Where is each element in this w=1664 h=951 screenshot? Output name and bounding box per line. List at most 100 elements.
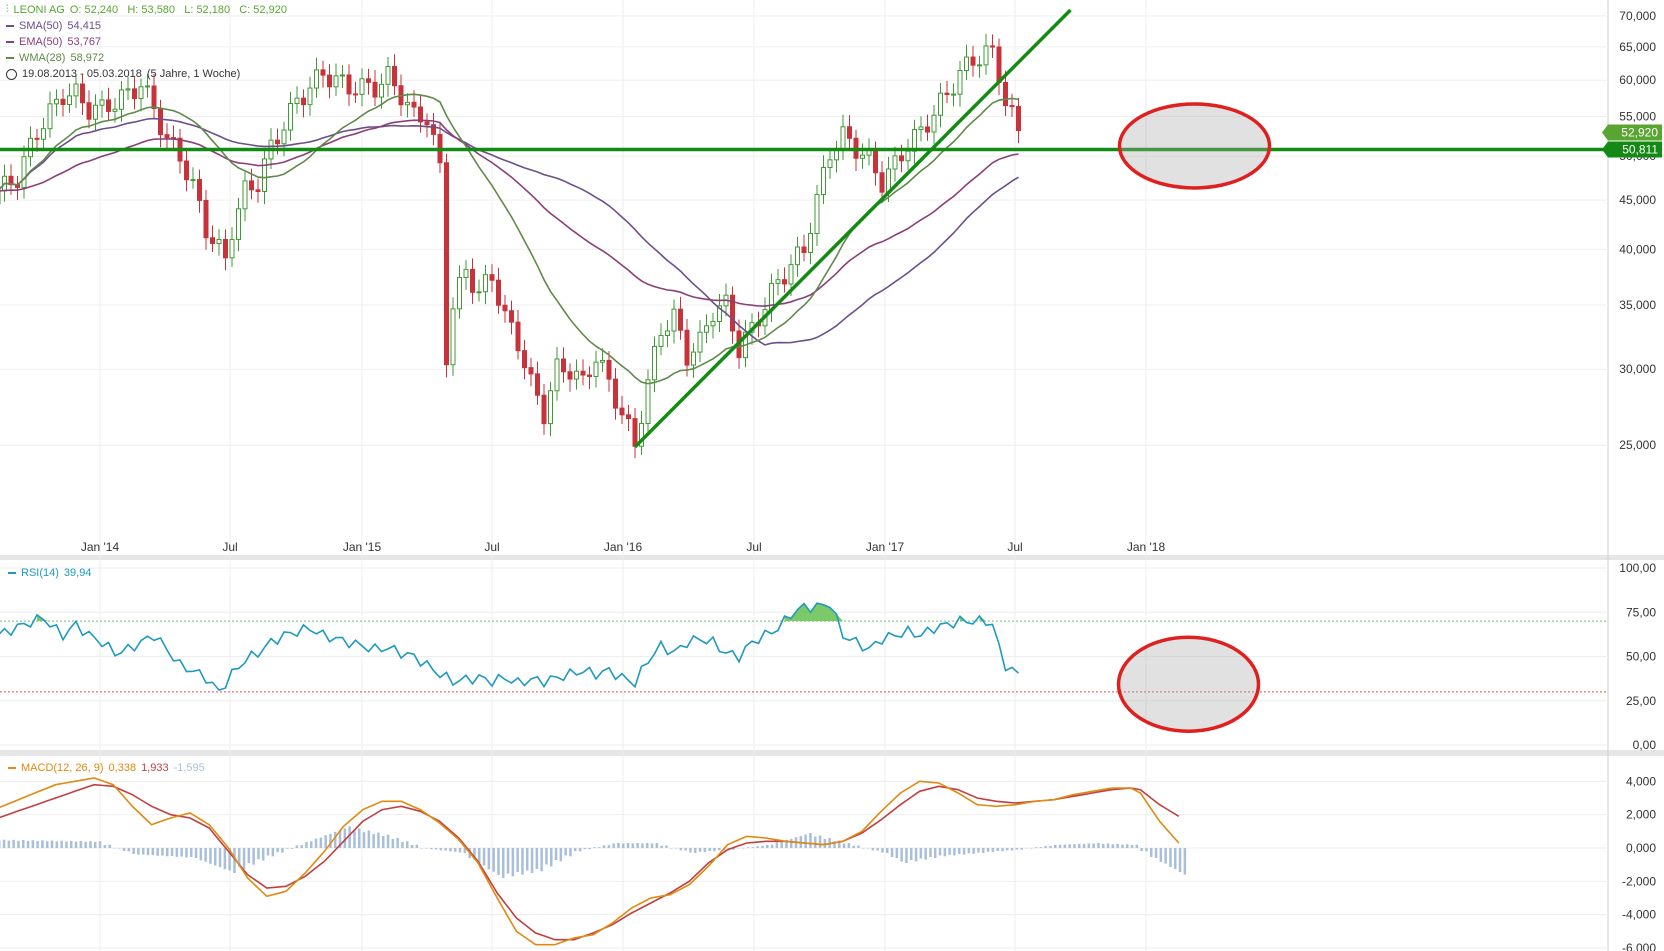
macd-hist-bar — [886, 848, 889, 853]
macd-hist-bar — [890, 848, 894, 857]
candle-body — [216, 238, 222, 245]
candle-body — [990, 45, 995, 48]
candle-body — [658, 335, 664, 347]
rsi-legend-row: RSI(14) 39,94 — [8, 565, 91, 581]
candle-body — [528, 367, 534, 375]
hist-value: -1,595 — [173, 762, 205, 774]
candle-body — [821, 167, 826, 196]
macd-hist-bar — [17, 840, 20, 848]
candle-body — [567, 371, 573, 380]
macd-hist-bar — [324, 835, 327, 848]
macd-hist-bar — [478, 848, 481, 864]
macd-hist-bar — [300, 845, 303, 848]
macd-tick-label: 2,000 — [1626, 808, 1656, 822]
macd-hist-bar — [1034, 847, 1038, 848]
candle-body — [775, 279, 781, 284]
macd-hist-bar — [137, 848, 140, 855]
macd-hist-bar — [396, 838, 399, 848]
macd-hist-bar — [482, 848, 486, 866]
ema-value: 53,767 — [67, 36, 102, 48]
macd-hist-bar — [986, 848, 990, 852]
price-tick-label: 30,000 — [1619, 362, 1656, 376]
macd-hist-bar — [1097, 843, 1100, 848]
macd-hist-bar — [780, 841, 783, 848]
candle-body — [548, 390, 553, 425]
candle-body — [593, 361, 599, 377]
x-tick-label: Jul — [746, 540, 761, 554]
candle-body — [73, 83, 79, 97]
candle-body — [1003, 81, 1008, 107]
panel-divider-2 — [0, 750, 1664, 756]
candle-body — [411, 101, 417, 108]
macd-hist-bar — [694, 848, 697, 853]
macd-hist-bar — [607, 845, 611, 848]
panel-bg-3 — [0, 756, 1608, 951]
macd-hist-bar — [1039, 847, 1043, 848]
macd-hist-bar — [473, 848, 476, 860]
macd-hist-bar — [1169, 848, 1172, 867]
candle-body — [34, 137, 40, 140]
candle-body — [138, 86, 144, 100]
macd-hist-bar — [276, 848, 279, 853]
macd-hist-bar — [1111, 844, 1115, 848]
macd-hist-bar — [146, 848, 150, 856]
candle-body — [717, 305, 722, 322]
macd-hist-bar — [1140, 848, 1143, 851]
candle-body — [392, 65, 397, 87]
signal-value: 1,933 — [141, 762, 169, 774]
macd-hist-bar — [684, 848, 687, 851]
macd-hist-bar — [670, 848, 673, 849]
sma-swatch-icon — [6, 25, 14, 27]
highlight-ellipse-price — [1117, 102, 1272, 190]
macd-hist-bar — [1020, 848, 1023, 850]
legend-range: 19.08.2013 - 05.03.2018 (5 Jahre, 1 Woch… — [6, 66, 287, 82]
macd-hist-bar — [1006, 848, 1009, 851]
macd-hist-bar — [142, 848, 145, 855]
candle-body — [203, 199, 209, 239]
macd-hist-bar — [41, 840, 44, 848]
rsi-overbought-fill — [823, 604, 830, 622]
price-tick-label: 35,000 — [1619, 298, 1656, 312]
symbol-ohlc-row: ⫶ LEONI AG O: 52,240 H: 53,580 L: 52,180… — [6, 2, 287, 18]
candle-body — [983, 45, 989, 66]
sma-label: SMA(50) — [19, 20, 63, 32]
macd-hist-bar — [204, 848, 207, 862]
macd-hist-bar — [118, 848, 121, 849]
candle-body — [67, 95, 72, 105]
macd-hist-bar — [578, 848, 582, 852]
candle-body — [684, 329, 690, 366]
macd-hist-bar — [122, 848, 126, 851]
macd-hist-bar — [689, 848, 692, 853]
sma-value: 54,415 — [67, 20, 102, 32]
macd-hist-bar — [382, 836, 385, 848]
candles-group — [0, 33, 1021, 459]
candle-body — [483, 274, 488, 293]
macd-hist-bar — [583, 848, 587, 850]
macd-hist-bar — [252, 848, 255, 865]
macd-hist-bar — [924, 848, 927, 860]
macd-hist-bar — [310, 841, 313, 848]
macd-hist-bar — [593, 847, 596, 848]
macd-hist-bar — [756, 846, 759, 848]
candle-body — [535, 373, 540, 396]
candle-body — [132, 88, 137, 100]
macd-hist-bar — [305, 842, 308, 848]
macd-hist-bar — [1087, 843, 1091, 848]
last-price-tag-text: 52,920 — [1621, 126, 1658, 140]
macd-hist-bar — [646, 843, 649, 848]
candle-body — [509, 310, 514, 323]
candle-body — [587, 374, 592, 377]
candle-body — [145, 85, 150, 88]
macd-line — [0, 777, 1180, 946]
last-price-tag-bg — [1602, 124, 1662, 141]
candle-body — [190, 179, 196, 182]
candle-body — [28, 137, 33, 158]
macd-hist-bar — [540, 848, 543, 872]
macd-hist-bar — [161, 848, 164, 856]
rsi-overbought-fill — [830, 607, 837, 622]
macd-hist-bar — [314, 838, 318, 848]
candle-body — [554, 358, 560, 392]
macd-hist-bar — [415, 844, 419, 848]
macd-hist-bar — [554, 848, 558, 860]
